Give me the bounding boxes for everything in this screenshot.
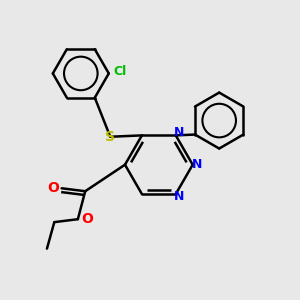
Text: Cl: Cl	[113, 65, 126, 79]
Text: O: O	[81, 212, 93, 226]
Text: N: N	[173, 190, 184, 203]
Text: N: N	[192, 158, 202, 171]
Text: S: S	[105, 130, 115, 144]
Text: N: N	[173, 126, 184, 139]
Text: O: O	[47, 181, 59, 195]
